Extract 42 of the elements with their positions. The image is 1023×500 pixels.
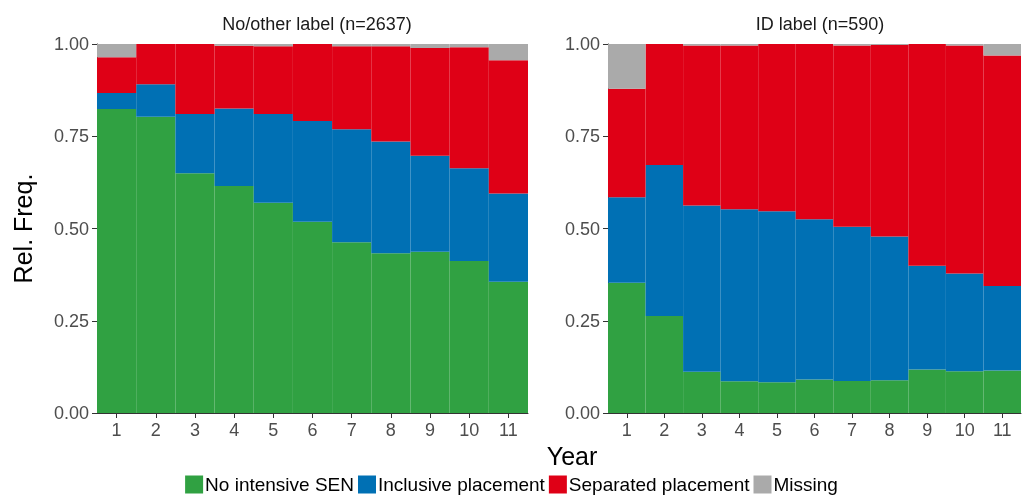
x-tick-label: 6 xyxy=(809,420,820,440)
x-tick-label: 6 xyxy=(307,420,318,440)
y-tick-label: 0.50 xyxy=(564,218,600,239)
x-tick-label: 5 xyxy=(268,420,279,440)
x-tick-label: 3 xyxy=(696,420,707,440)
x-tick-label: 5 xyxy=(771,420,782,440)
x-tick-label: 8 xyxy=(385,420,396,440)
y-tick-label: 0.00 xyxy=(564,403,600,423)
bar xyxy=(97,44,137,58)
x-tick-label: 4 xyxy=(229,420,240,440)
x-tick-label: 1 xyxy=(621,420,632,440)
y-tick-label: 0.50 xyxy=(53,218,89,239)
x-tick-label: 2 xyxy=(659,420,670,440)
x-tick-label: 10 xyxy=(459,420,480,440)
x-tick-label: 9 xyxy=(922,420,933,440)
x-tick-label: 9 xyxy=(425,420,436,440)
y-tick-label: 0.75 xyxy=(564,126,600,147)
y-tick-label: 1.00 xyxy=(53,34,89,54)
chart-title: No/other label (n=2637) xyxy=(222,14,412,34)
y-tick-label: 1.00 xyxy=(564,34,600,54)
bar xyxy=(608,44,646,89)
x-tick-label: 7 xyxy=(847,420,858,440)
y-tick-label: 0.25 xyxy=(564,310,600,331)
x-tick-label: 10 xyxy=(954,420,975,440)
x-tick-label: 7 xyxy=(346,420,357,440)
x-tick-label: 3 xyxy=(189,420,200,440)
x-tick-label: 1 xyxy=(111,420,122,440)
x-tick-label: 8 xyxy=(884,420,895,440)
x-axis-title: Year xyxy=(546,441,598,470)
y-tick-label: 0.00 xyxy=(53,403,89,423)
legend-label: Missing xyxy=(773,474,838,495)
y-axis-title: Rel. Freq. xyxy=(8,173,37,284)
x-tick-label: 4 xyxy=(734,420,745,440)
x-tick-label: 11 xyxy=(992,420,1012,440)
x-tick-label: 2 xyxy=(150,420,161,440)
y-tick-label: 0.25 xyxy=(53,310,89,331)
y-tick-label: 0.75 xyxy=(53,126,89,147)
legend-label: No intensive SEN xyxy=(205,474,355,495)
legend-label: Separated placement xyxy=(568,474,751,495)
legend-label: Inclusive placement xyxy=(378,474,546,495)
x-tick-label: 11 xyxy=(499,420,518,440)
chart-title: ID label (n=590) xyxy=(755,14,885,34)
